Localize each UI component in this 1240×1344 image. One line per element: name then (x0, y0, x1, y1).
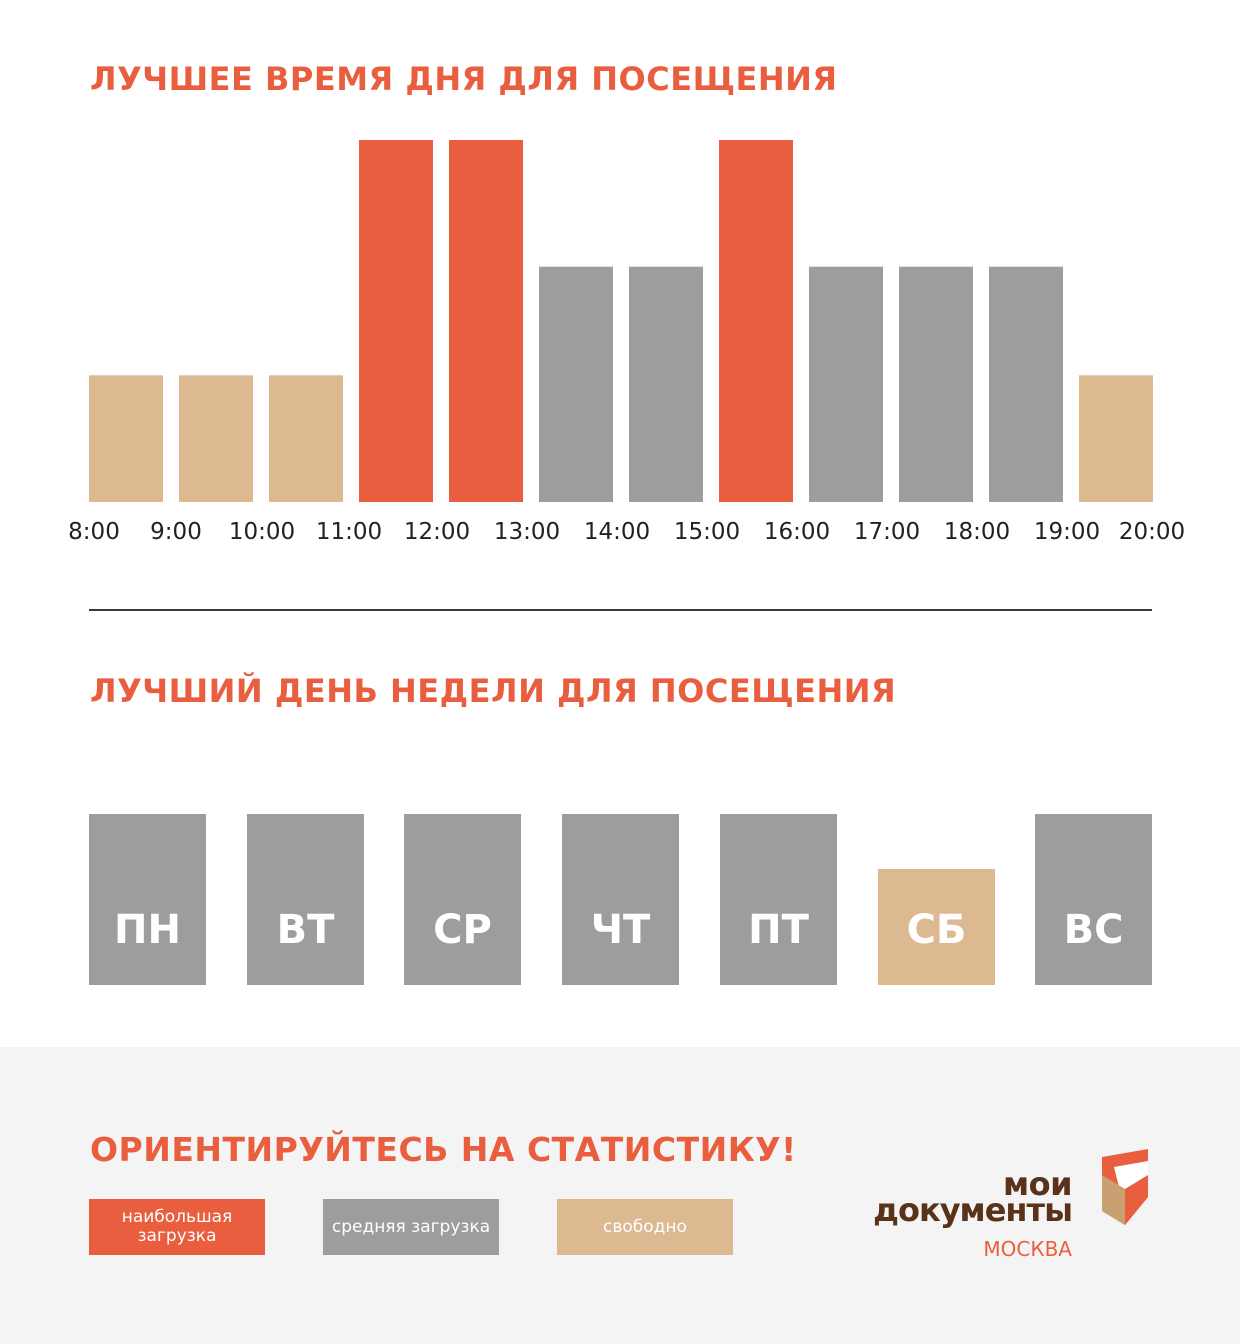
logo-text-line2: документы (873, 1191, 1073, 1229)
hour-bar (1079, 375, 1153, 502)
legend-free-label: свободно (603, 1216, 687, 1237)
weekday-label: ПТ (748, 907, 809, 953)
hour-tick-label: 11:00 (316, 519, 382, 545)
legend-free: свободно (557, 1199, 733, 1255)
weekday-bar: ВС (1035, 814, 1152, 985)
chart-title-time: ЛУЧШЕЕ ВРЕМЯ ДНЯ ДЛЯ ПОСЕЩЕНИЯ (90, 60, 838, 98)
logo-mark-icon (1102, 1149, 1148, 1225)
hour-bar (809, 266, 883, 502)
weekday-bar: СБ (878, 869, 995, 985)
hour-tick-label: 19:00 (1034, 519, 1100, 545)
hour-tick-label: 9:00 (150, 519, 202, 545)
weekday-label: ВТ (276, 907, 335, 953)
footer-title: ОРИЕНТИРУЙТЕСЬ НА СТАТИСТИКУ! (90, 1130, 797, 1169)
weekday-bar: ПТ (720, 814, 837, 985)
weekday-bar: СР (404, 814, 521, 985)
legend-high-label: наибольшая загрузка (121, 1207, 233, 1246)
hourly-load-chart: 8:00 9:00 10:00 11:00 12:00 13:00 14:00 15:00 16… (68, 140, 1185, 545)
hour-bar (989, 266, 1063, 502)
legend-medium-load: средняя загрузка (323, 1199, 499, 1255)
weekday-label: СР (433, 907, 492, 953)
weekday-bar: ВТ (247, 814, 364, 985)
hour-tick-label: 18:00 (944, 519, 1010, 545)
hour-tick-label: 8:00 (68, 519, 120, 545)
hour-bar (359, 140, 433, 502)
chart-title-week: ЛУЧШИЙ ДЕНЬ НЕДЕЛИ ДЛЯ ПОСЕЩЕНИЯ (90, 672, 897, 710)
hour-bar (899, 266, 973, 502)
logo-text-line1: мои (1002, 1165, 1073, 1203)
hour-bar (269, 375, 343, 502)
legend-high-load: наибольшая загрузка (89, 1199, 265, 1255)
hour-tick-label: 15:00 (674, 519, 740, 545)
hour-tick-label: 10:00 (229, 519, 295, 545)
hour-tick-label: 13:00 (494, 519, 560, 545)
weekday-label: ЧТ (590, 907, 651, 953)
footer-panel (0, 1047, 1240, 1344)
hour-tick-label: 12:00 (404, 519, 470, 545)
weekday-label: СБ (906, 907, 967, 953)
legend-medium-label: средняя загрузка (331, 1216, 491, 1237)
hour-bar (449, 140, 523, 502)
hour-bar (179, 375, 253, 502)
weekday-bar: ПН (89, 814, 206, 985)
weekday-label: ПН (114, 907, 181, 953)
hour-tick-label: 20:00 (1119, 519, 1185, 545)
weekday-bar: ЧТ (562, 814, 679, 985)
hour-bar (89, 375, 163, 502)
hour-bar (539, 266, 613, 502)
logo-city: МОСКВА (983, 1237, 1072, 1261)
hour-tick-label: 14:00 (584, 519, 650, 545)
weekday-label: ВС (1063, 907, 1124, 953)
moi-dokumenty-logo: мои документы МОСКВА (870, 1145, 1160, 1265)
hour-tick-label: 16:00 (764, 519, 830, 545)
hour-bar (629, 266, 703, 502)
section-divider (89, 609, 1152, 611)
hour-bar (719, 140, 793, 502)
hour-tick-label: 17:00 (854, 519, 920, 545)
